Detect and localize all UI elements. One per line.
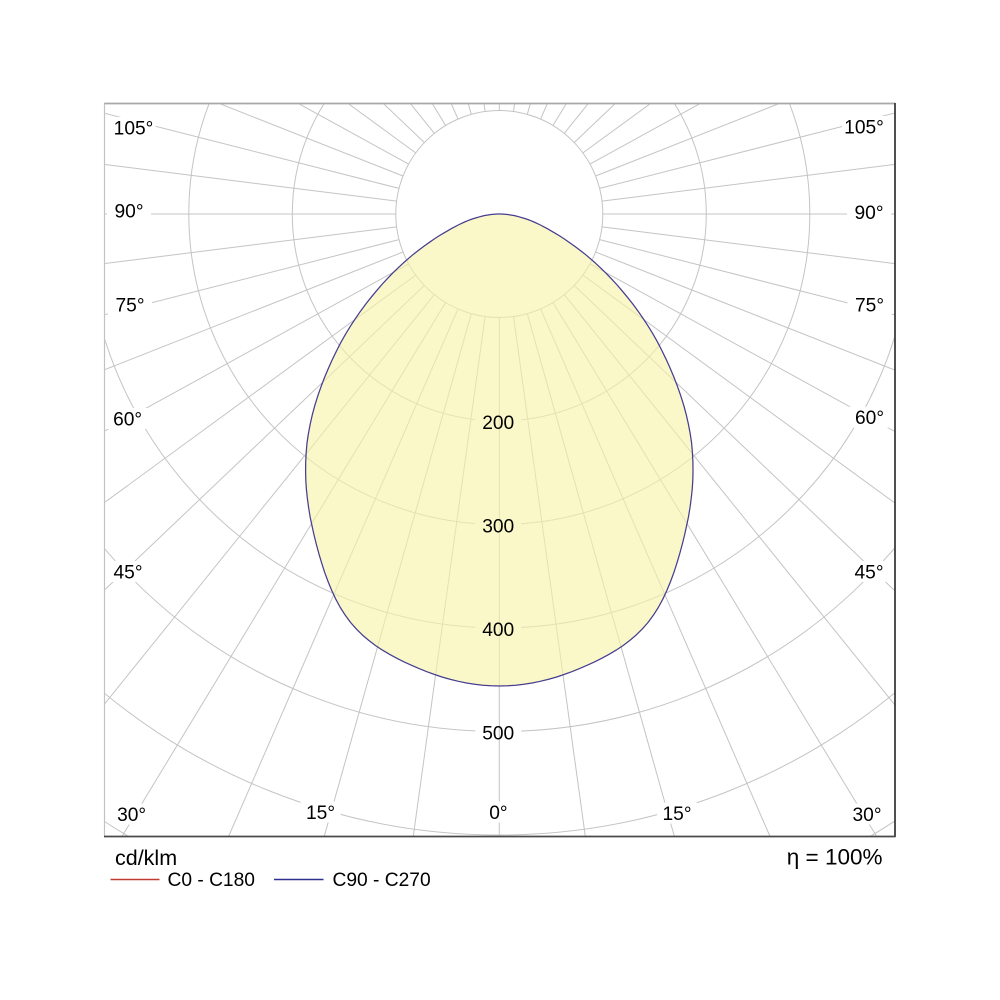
svg-text:15°: 15° [306, 803, 335, 824]
svg-text:75°: 75° [115, 295, 144, 316]
svg-text:90°: 90° [114, 201, 143, 222]
svg-text:45°: 45° [854, 562, 883, 583]
svg-text:105°: 105° [844, 117, 884, 138]
svg-text:105°: 105° [114, 118, 154, 139]
svg-text:60°: 60° [113, 409, 142, 430]
svg-text:300: 300 [482, 516, 514, 537]
svg-text:500: 500 [482, 723, 514, 744]
svg-text:30°: 30° [852, 805, 881, 826]
svg-text:C90 - C270: C90 - C270 [333, 870, 431, 891]
svg-text:cd/klm: cd/klm [115, 846, 177, 870]
svg-text:200: 200 [482, 413, 514, 434]
svg-text:15°: 15° [662, 804, 691, 825]
svg-text:45°: 45° [113, 562, 142, 583]
svg-text:C0 - C180: C0 - C180 [168, 870, 255, 891]
svg-text:η = 100%: η = 100% [787, 845, 883, 870]
svg-text:400: 400 [482, 620, 514, 641]
svg-text:0°: 0° [489, 803, 507, 824]
svg-text:60°: 60° [855, 408, 884, 429]
svg-text:75°: 75° [855, 295, 884, 316]
svg-text:30°: 30° [117, 805, 146, 826]
svg-text:90°: 90° [854, 203, 883, 224]
